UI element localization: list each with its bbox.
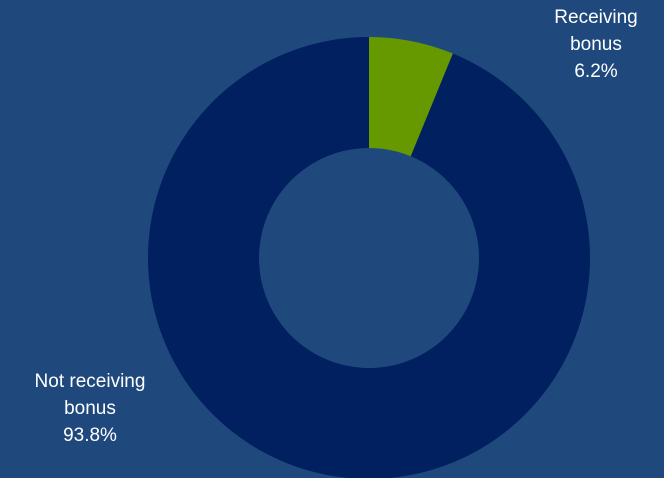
data-label-not-receiving-bonus: Not receiving bonus 93.8%	[10, 368, 170, 449]
label-receiving-line-2: bonus	[570, 34, 622, 55]
slice-receiving-bonus	[369, 37, 453, 157]
label-receiving-value: 6.2%	[574, 61, 618, 82]
label-not-receiving-value: 93.8%	[63, 425, 117, 446]
label-not-receiving-line-1: Not receiving	[34, 371, 146, 392]
label-receiving-line-1: Receiving	[554, 7, 638, 28]
data-label-receiving-bonus: Receiving bonus 6.2%	[536, 4, 656, 85]
label-not-receiving-line-2: bonus	[64, 398, 116, 419]
slice-not-receiving-bonus	[148, 37, 590, 478]
